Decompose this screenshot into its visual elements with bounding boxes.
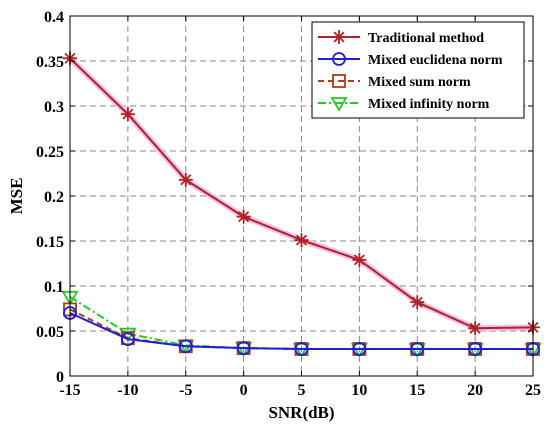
y-tick-label: 0.25 <box>36 144 64 161</box>
y-tick-label: 0.35 <box>36 54 64 71</box>
data-point <box>236 209 251 224</box>
series-line <box>69 312 533 350</box>
data-point <box>352 252 367 267</box>
y-tick-label: 0.05 <box>36 324 64 341</box>
x-tick-label: 0 <box>240 382 248 399</box>
y-tick-label: 0 <box>56 369 64 386</box>
y-tick-label: 0.1 <box>44 279 64 296</box>
legend-marker <box>332 74 346 88</box>
y-tick-label: 0.2 <box>44 189 64 206</box>
x-tick-label: 25 <box>525 382 541 399</box>
data-point <box>178 339 193 354</box>
data-point <box>120 332 135 347</box>
data-point <box>468 321 483 336</box>
x-tick-label: 20 <box>467 382 483 399</box>
legend-marker <box>332 30 346 44</box>
x-tick-label: 5 <box>298 382 306 399</box>
x-tick-label: -10 <box>117 382 138 399</box>
legend-label: Mixed euclidena norm <box>368 53 503 68</box>
y-tick-label: 0.15 <box>36 234 64 251</box>
data-point <box>294 233 309 248</box>
legend-label: Mixed sum norm <box>368 75 471 90</box>
legend-label: Mixed infinity norm <box>368 97 490 112</box>
series-1 <box>63 306 540 356</box>
x-tick-label: 15 <box>409 382 425 399</box>
legend-marker <box>330 97 348 112</box>
data-point <box>120 107 135 122</box>
x-tick-label: -15 <box>59 382 80 399</box>
x-axis-label: SNR(dB) <box>268 403 334 422</box>
data-point <box>236 341 251 356</box>
data-point <box>178 172 193 187</box>
legend-label: Traditional method <box>368 31 484 46</box>
legend-item: Mixed euclidena norm <box>318 52 503 68</box>
y-tick-label: 0.4 <box>44 9 64 26</box>
data-point <box>410 295 425 310</box>
data-point <box>468 342 483 356</box>
legend-item: Traditional method <box>318 30 484 46</box>
y-tick-label: 0.3 <box>44 99 64 116</box>
y-axis-label: MSE <box>7 178 26 215</box>
legend-item: Mixed sum norm <box>318 74 471 90</box>
x-tick-label: 10 <box>351 382 367 399</box>
legend-item: Mixed infinity norm <box>318 97 490 112</box>
x-tick-label: -5 <box>179 382 192 399</box>
data-point <box>294 342 309 356</box>
legend: Traditional method Mixed euclidena norm Mi… <box>311 21 525 119</box>
legend-marker <box>332 52 346 66</box>
data-point <box>410 342 425 356</box>
data-point <box>352 342 367 356</box>
axis-ticks: -15 -10 -5 0 5 10 15 20 25 0 0.05 0.1 0.15 0.2 0.25 0.3… <box>36 9 541 399</box>
